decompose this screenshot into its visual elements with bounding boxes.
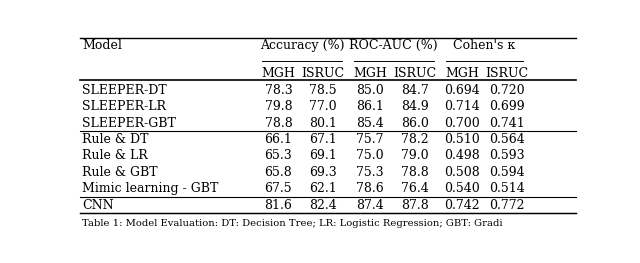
Text: SLEEPER-GBT: SLEEPER-GBT <box>83 117 177 130</box>
Text: 80.1: 80.1 <box>309 117 337 130</box>
Text: 0.742: 0.742 <box>444 199 480 212</box>
Text: 84.7: 84.7 <box>401 84 429 97</box>
Text: 0.510: 0.510 <box>444 133 480 146</box>
Text: 75.0: 75.0 <box>356 149 384 163</box>
Text: 81.6: 81.6 <box>264 199 292 212</box>
Text: Rule & GBT: Rule & GBT <box>83 166 158 179</box>
Text: Rule & DT: Rule & DT <box>83 133 149 146</box>
Text: 65.3: 65.3 <box>264 149 292 163</box>
Text: 79.0: 79.0 <box>401 149 429 163</box>
Text: SLEEPER-LR: SLEEPER-LR <box>83 100 166 113</box>
Text: 86.0: 86.0 <box>401 117 429 130</box>
Text: MGH: MGH <box>262 67 295 80</box>
Text: 77.0: 77.0 <box>309 100 337 113</box>
Text: 62.1: 62.1 <box>309 182 337 195</box>
Text: Accuracy (%): Accuracy (%) <box>260 39 344 52</box>
Text: Cohen's κ: Cohen's κ <box>453 39 515 52</box>
Text: ISRUC: ISRUC <box>485 67 528 80</box>
Text: 0.694: 0.694 <box>444 84 480 97</box>
Text: 75.7: 75.7 <box>356 133 384 146</box>
Text: CNN: CNN <box>83 199 114 212</box>
Text: 0.714: 0.714 <box>444 100 480 113</box>
Text: 0.772: 0.772 <box>489 199 524 212</box>
Text: 84.9: 84.9 <box>401 100 429 113</box>
Text: 75.3: 75.3 <box>356 166 384 179</box>
Text: SLEEPER-DT: SLEEPER-DT <box>83 84 167 97</box>
Text: 66.1: 66.1 <box>264 133 292 146</box>
Text: 0.540: 0.540 <box>444 182 480 195</box>
Text: 78.5: 78.5 <box>309 84 337 97</box>
Text: 0.720: 0.720 <box>489 84 524 97</box>
Text: MGH: MGH <box>353 67 387 80</box>
Text: Model: Model <box>83 39 122 52</box>
Text: 0.594: 0.594 <box>489 166 524 179</box>
Text: 0.593: 0.593 <box>489 149 524 163</box>
Text: ISRUC: ISRUC <box>393 67 436 80</box>
Text: 82.4: 82.4 <box>309 199 337 212</box>
Text: Rule & LR: Rule & LR <box>83 149 148 163</box>
Text: 78.8: 78.8 <box>401 166 429 179</box>
Text: 0.498: 0.498 <box>444 149 480 163</box>
Text: 0.741: 0.741 <box>489 117 524 130</box>
Text: 78.3: 78.3 <box>264 84 292 97</box>
Text: 78.8: 78.8 <box>264 117 292 130</box>
Text: 79.8: 79.8 <box>264 100 292 113</box>
Text: ISRUC: ISRUC <box>301 67 344 80</box>
Text: 69.3: 69.3 <box>309 166 337 179</box>
Text: 67.1: 67.1 <box>309 133 337 146</box>
Text: MGH: MGH <box>445 67 479 80</box>
Text: 0.699: 0.699 <box>489 100 524 113</box>
Text: ROC-AUC (%): ROC-AUC (%) <box>349 39 438 52</box>
Text: 0.564: 0.564 <box>489 133 524 146</box>
Text: 86.1: 86.1 <box>356 100 384 113</box>
Text: 65.8: 65.8 <box>264 166 292 179</box>
Text: 85.0: 85.0 <box>356 84 384 97</box>
Text: Mimic learning - GBT: Mimic learning - GBT <box>83 182 219 195</box>
Text: 87.8: 87.8 <box>401 199 429 212</box>
Text: 0.700: 0.700 <box>444 117 480 130</box>
Text: 78.6: 78.6 <box>356 182 384 195</box>
Text: 0.508: 0.508 <box>444 166 480 179</box>
Text: 87.4: 87.4 <box>356 199 384 212</box>
Text: Table 1: Model Evaluation: DT: Decision Tree; LR: Logistic Regression; GBT: Grad: Table 1: Model Evaluation: DT: Decision … <box>83 220 503 229</box>
Text: 67.5: 67.5 <box>264 182 292 195</box>
Text: 0.514: 0.514 <box>489 182 524 195</box>
Text: 85.4: 85.4 <box>356 117 384 130</box>
Text: 78.2: 78.2 <box>401 133 429 146</box>
Text: 76.4: 76.4 <box>401 182 429 195</box>
Text: 69.1: 69.1 <box>309 149 337 163</box>
